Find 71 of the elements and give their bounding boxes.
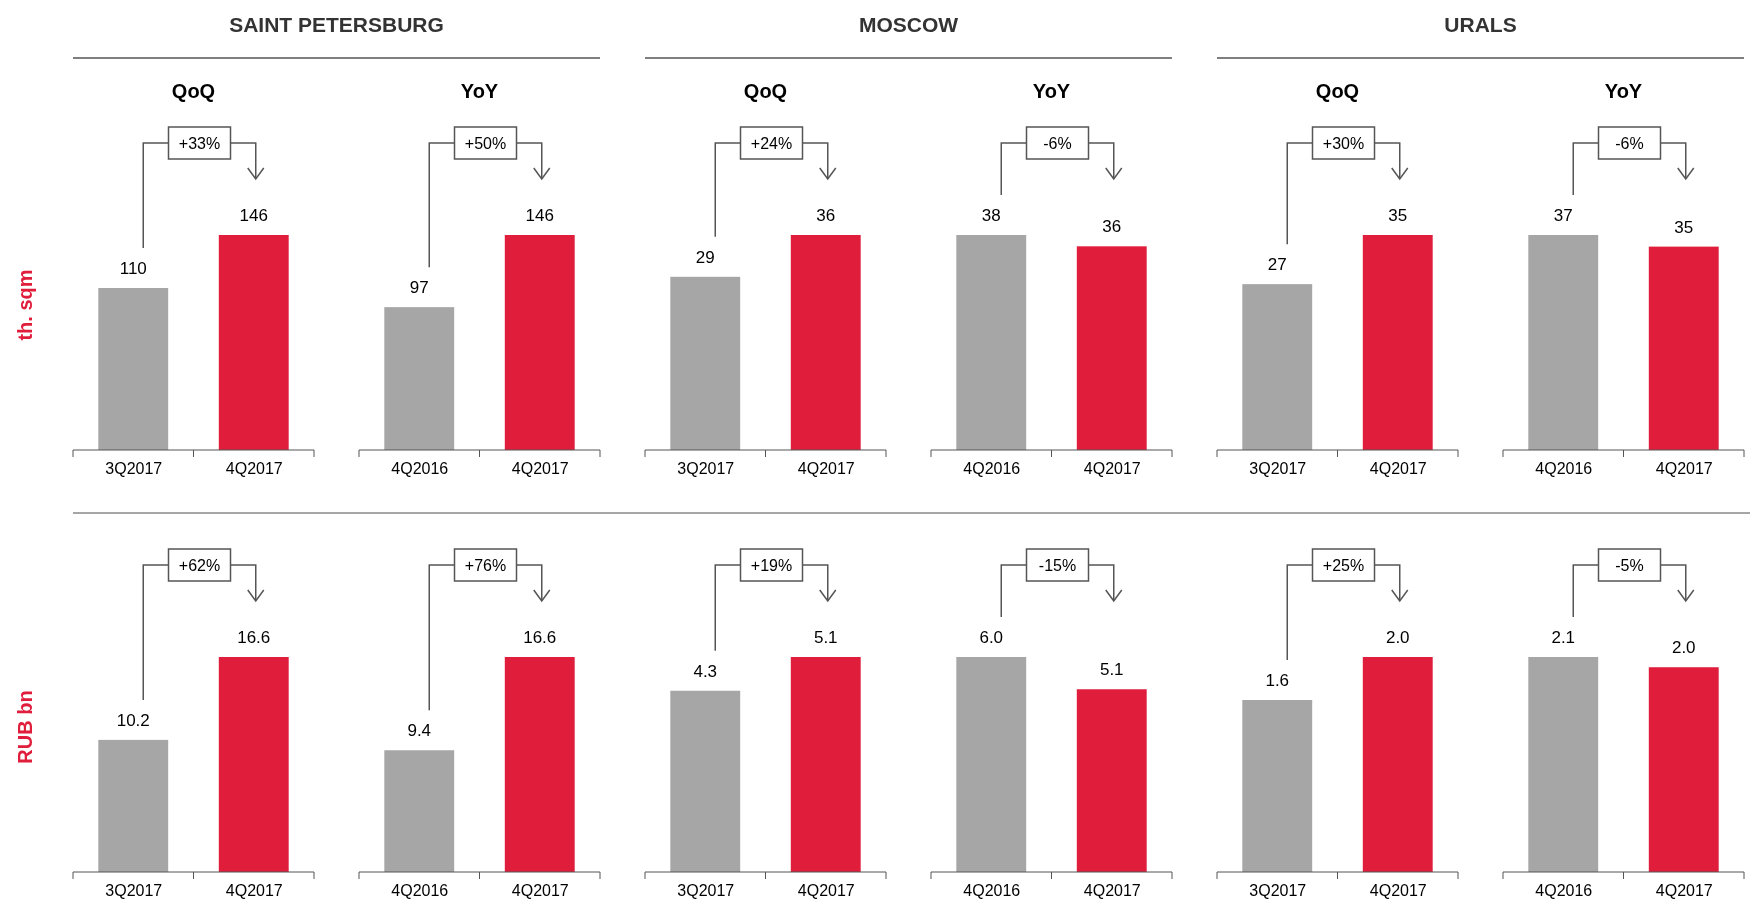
x-tick-label: 4Q2017 <box>797 881 855 899</box>
data-label: 146 <box>525 206 554 225</box>
x-tick-label: 3Q2017 <box>677 459 735 477</box>
x-tick-label: 3Q2017 <box>1249 881 1307 899</box>
x-tick-label: 4Q2016 <box>391 881 449 899</box>
x-tick-label: 3Q2017 <box>105 459 163 477</box>
chart-subtitle: YoY <box>1032 80 1071 102</box>
x-tick-label: 3Q2017 <box>677 881 735 899</box>
data-label: 6.0 <box>979 628 1004 647</box>
data-label: 37 <box>1553 206 1573 225</box>
x-tick-label: 4Q2017 <box>1369 459 1427 477</box>
chart-title: MOSCOW <box>858 13 959 36</box>
x-tick-label: 4Q2017 <box>797 459 855 477</box>
x-tick-label: 4Q2016 <box>963 881 1021 899</box>
chart-subtitle: QoQ <box>1315 80 1360 102</box>
x-tick-label: 4Q2017 <box>1655 881 1713 899</box>
data-label: 36 <box>1102 217 1122 237</box>
y-axis-title: th. sqm <box>14 269 36 341</box>
data-label: 97 <box>409 278 429 298</box>
x-tick-label: 4Q2016 <box>963 459 1021 477</box>
data-label: 2.1 <box>1551 628 1576 647</box>
text: +19% <box>750 557 793 574</box>
data-label: 2.0 <box>1385 628 1410 647</box>
chart-subtitle: YoY <box>460 80 499 102</box>
x-tick-label: 3Q2017 <box>1249 459 1307 477</box>
data-label: 35 <box>1388 206 1408 225</box>
chart-subtitle: YoY <box>1604 80 1643 102</box>
chart-subtitle: QoQ <box>171 80 216 102</box>
data-label: 35 <box>1674 217 1694 237</box>
text: +50% <box>464 135 507 152</box>
chart-title: SAINT PETERSBURG <box>229 13 444 36</box>
x-tick-label: 4Q2016 <box>1535 459 1593 477</box>
text: +25% <box>1322 557 1365 574</box>
data-label: 16.6 <box>523 628 557 647</box>
data-label: 146 <box>239 206 268 225</box>
x-tick-label: 4Q2017 <box>225 881 283 899</box>
chart-title: URALS <box>1444 13 1517 36</box>
data-label: 9.4 <box>407 721 432 741</box>
data-label: 36 <box>816 206 836 225</box>
data-label: 5.1 <box>1099 660 1124 680</box>
data-label: 16.6 <box>237 628 271 647</box>
data-label: 27 <box>1267 255 1287 275</box>
data-label: 110 <box>119 259 147 279</box>
y-axis-title: RUB bn <box>14 690 36 764</box>
text: -15% <box>1038 557 1077 574</box>
data-label: 1.6 <box>1265 671 1290 690</box>
x-tick-label: 4Q2016 <box>391 459 449 477</box>
text: +33% <box>178 135 221 152</box>
data-label: 10.2 <box>116 710 150 730</box>
data-label: 38 <box>981 206 1001 225</box>
x-tick-label: 4Q2017 <box>511 881 569 899</box>
x-tick-label: 3Q2017 <box>105 881 163 899</box>
data-label: 2.0 <box>1671 638 1696 658</box>
data-label: 5.1 <box>813 628 838 647</box>
text: +24% <box>750 135 793 152</box>
chart-subtitle: QoQ <box>743 80 788 102</box>
text: -5% <box>1615 557 1644 574</box>
data-label: 4.3 <box>693 661 718 681</box>
x-tick-label: 4Q2017 <box>1083 881 1141 899</box>
text: -6% <box>1615 135 1644 152</box>
x-tick-label: 4Q2017 <box>1083 459 1141 477</box>
text: +62% <box>178 557 221 574</box>
x-tick-label: 4Q2017 <box>1369 881 1427 899</box>
x-tick-label: 4Q2016 <box>1535 881 1593 899</box>
text: +76% <box>464 557 507 574</box>
x-tick-label: 4Q2017 <box>511 459 569 477</box>
text: -6% <box>1043 135 1072 152</box>
x-tick-label: 4Q2017 <box>225 459 283 477</box>
x-tick-label: 4Q2017 <box>1655 459 1713 477</box>
text: +30% <box>1322 135 1365 152</box>
data-label: 29 <box>695 247 715 267</box>
